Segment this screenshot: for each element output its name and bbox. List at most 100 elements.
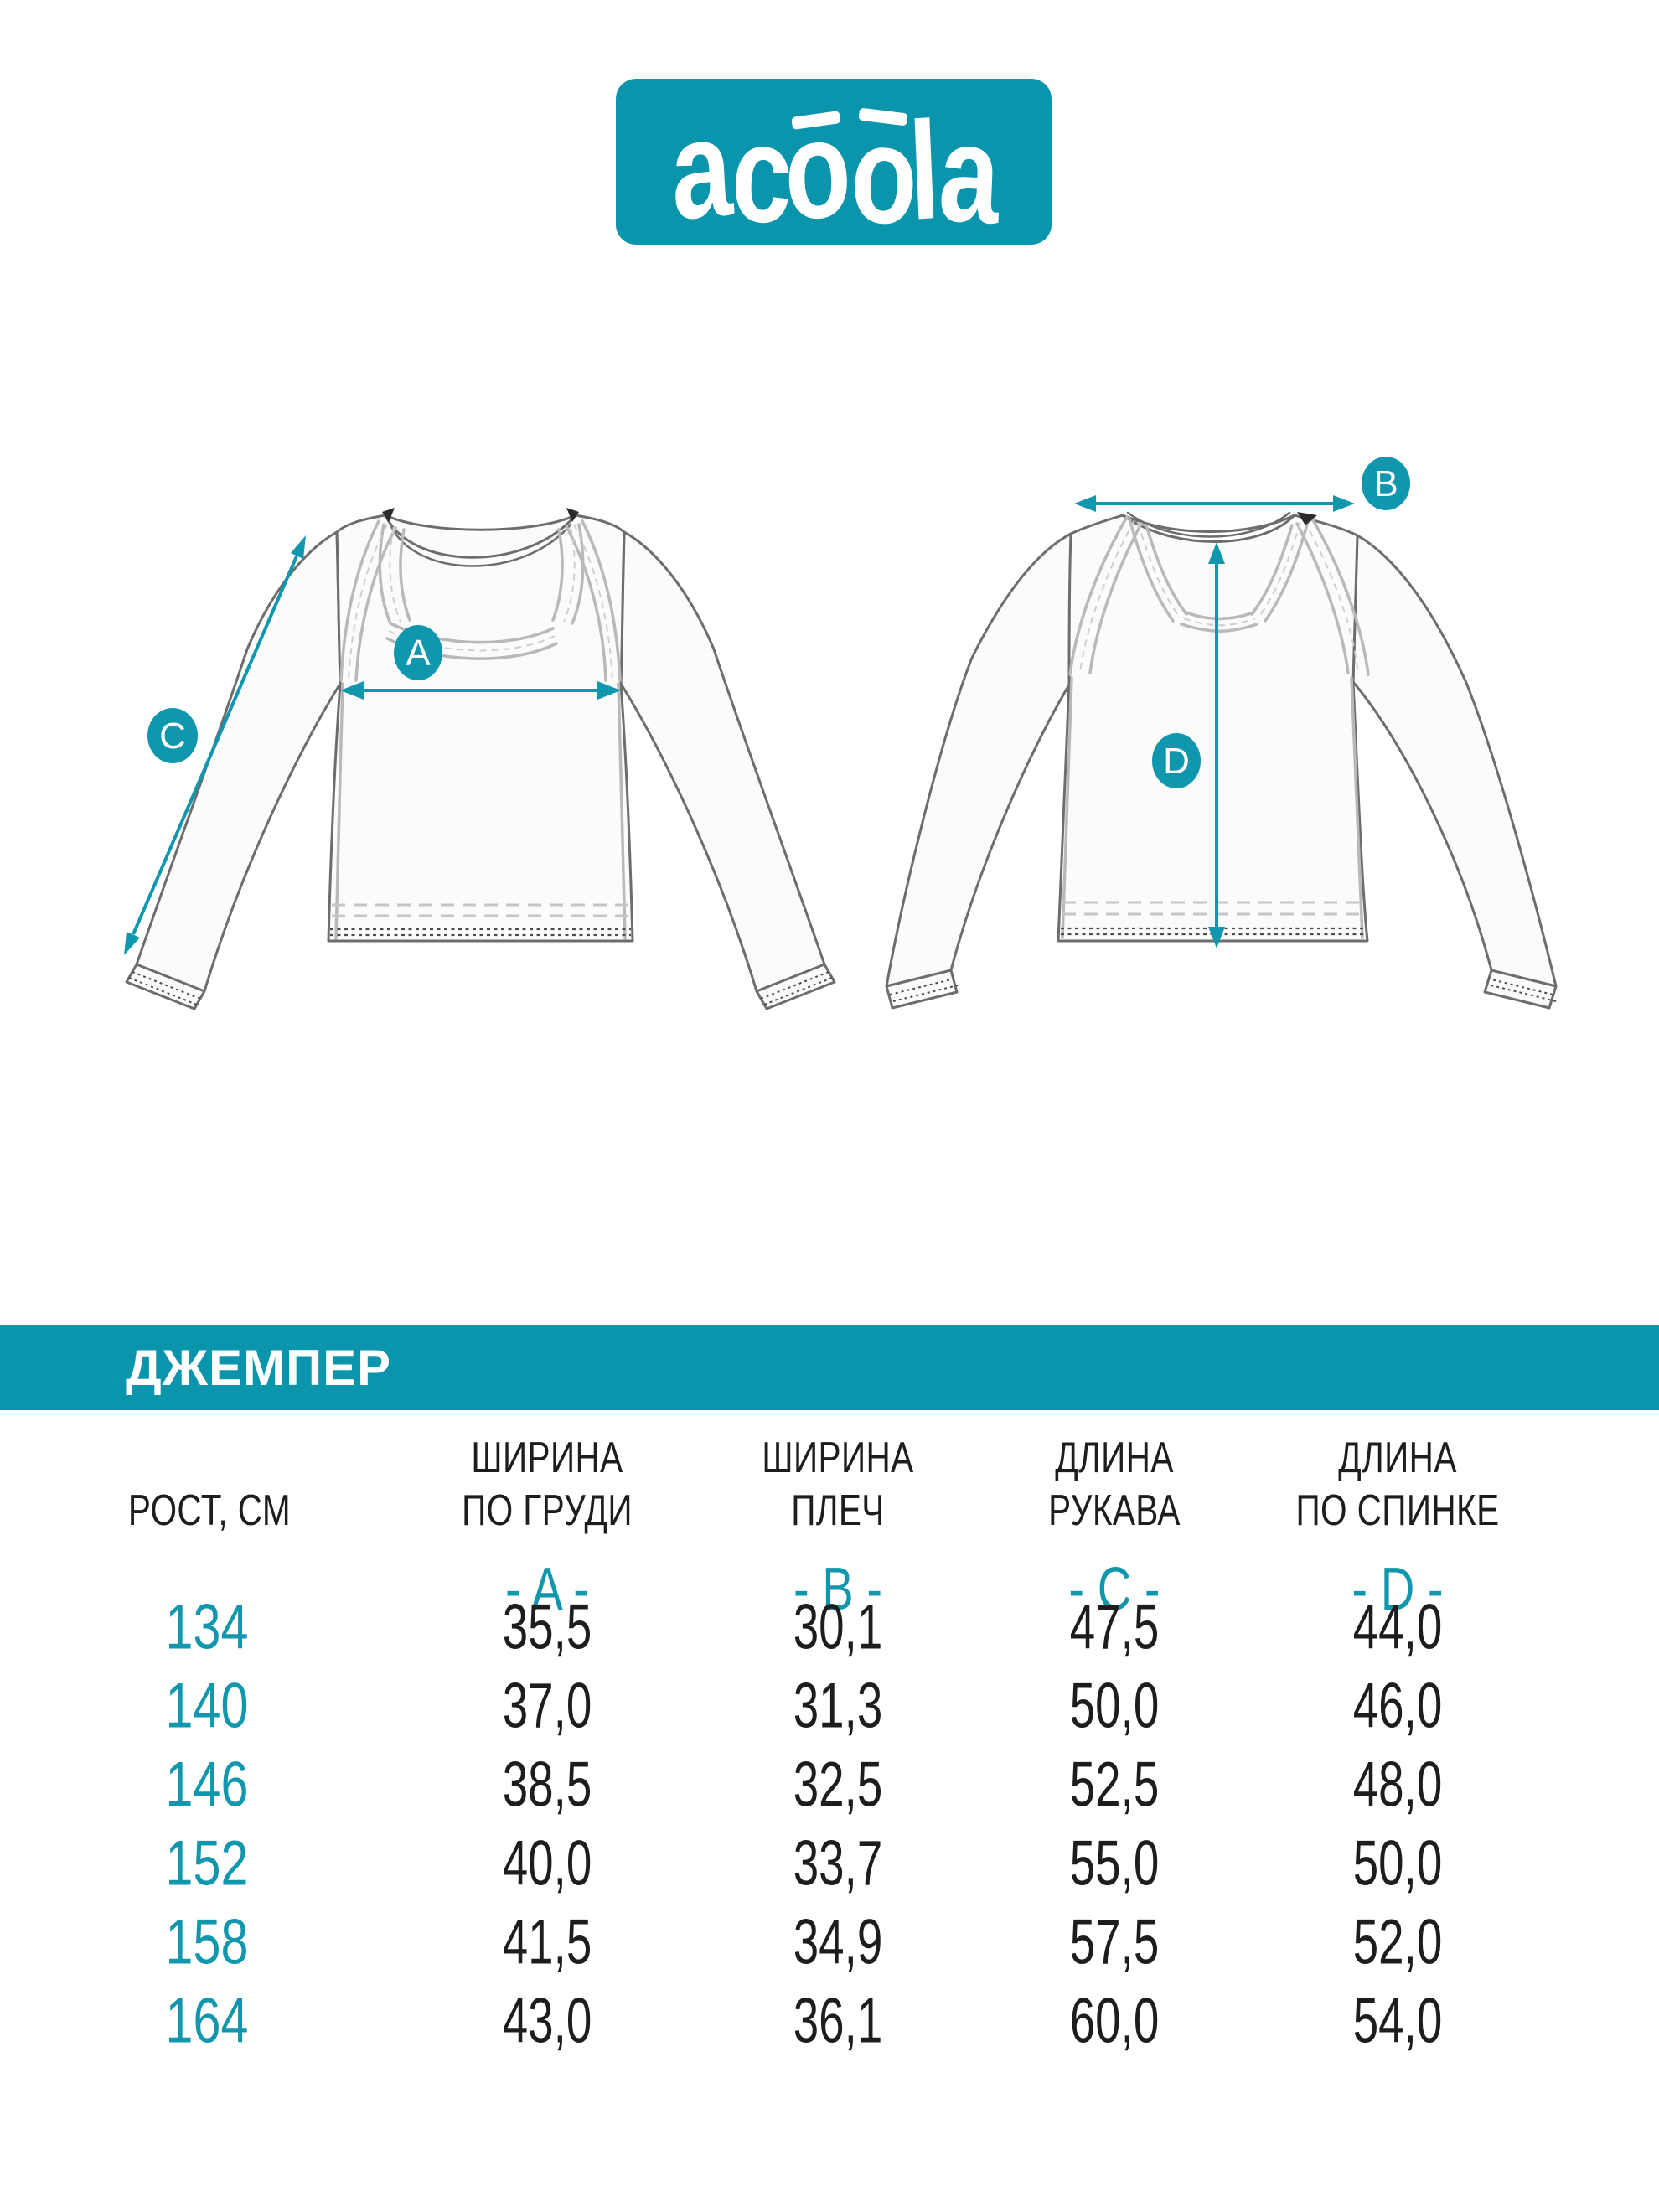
neck-notch-icon bbox=[566, 508, 579, 522]
measurement-value: 60,0 bbox=[1069, 1985, 1160, 2057]
row-header-height: РОСТ, СМ bbox=[127, 1486, 292, 1535]
measure-letter-a: - A - bbox=[505, 1556, 589, 1623]
arrowhead-right-icon bbox=[597, 681, 621, 700]
arrowhead-up-icon bbox=[1208, 542, 1225, 564]
tank-front-strap-right bbox=[571, 523, 585, 625]
tank-front-strap-left-inner bbox=[399, 528, 411, 622]
measurement-value: 43,0 bbox=[502, 1985, 592, 2057]
logo-background bbox=[616, 79, 1052, 245]
arrowhead-down-icon bbox=[1208, 927, 1225, 948]
tank-back-band-lower bbox=[1180, 623, 1258, 633]
tank-back-strap-right bbox=[1264, 517, 1310, 623]
front-neckline-inner bbox=[389, 523, 572, 567]
front-cuff-lines bbox=[135, 963, 826, 993]
measurement-value: 31,3 bbox=[793, 1670, 883, 1742]
size-value: 158 bbox=[165, 1906, 249, 1978]
back-left-sleeve bbox=[885, 532, 1072, 1010]
measure-letter-c: - C - bbox=[1068, 1556, 1160, 1623]
back-right-sleeve bbox=[1351, 534, 1558, 1010]
tank-front-armhole-left bbox=[339, 519, 380, 682]
col-header-sleeve-line1: ДЛИНА bbox=[1055, 1434, 1174, 1482]
measurement-value: 41,5 bbox=[502, 1906, 592, 1978]
measurement-value: 35,5 bbox=[502, 1591, 592, 1663]
size-value: 146 bbox=[165, 1749, 249, 1821]
size-value: 140 bbox=[165, 1670, 249, 1742]
svg-text:B: B bbox=[1373, 463, 1398, 504]
arrowhead-up-icon bbox=[291, 535, 306, 559]
brand-logo: acoola bbox=[616, 79, 1052, 245]
tank-back-armhole-left-inner bbox=[1088, 522, 1143, 674]
measurement-value: 32,5 bbox=[793, 1749, 883, 1821]
measurement-value: 52,0 bbox=[1352, 1906, 1443, 1978]
arrowhead-down-icon bbox=[124, 932, 140, 955]
col-header-sleeve-line2: РУКАВА bbox=[1048, 1486, 1181, 1535]
front-hem-dark-stitch bbox=[330, 928, 631, 937]
measure-letter-b: - B - bbox=[793, 1556, 883, 1623]
measure-badge-a: A bbox=[394, 625, 442, 680]
measurement-value: 47,5 bbox=[1069, 1591, 1160, 1663]
back-body bbox=[1057, 514, 1369, 943]
measure-badge-d: D bbox=[1152, 733, 1201, 788]
col-header-chest-line2: ПО ГРУДИ bbox=[462, 1486, 633, 1535]
measurement-value: 36,1 bbox=[793, 1985, 883, 2057]
size-value: 152 bbox=[165, 1827, 249, 1899]
col-header-shoulder-line2: ПЛЕЧ bbox=[791, 1486, 885, 1535]
arrowhead-left-icon bbox=[1074, 495, 1096, 512]
measurement-value: 37,0 bbox=[502, 1670, 592, 1742]
measurement-value: 54,0 bbox=[1352, 1985, 1443, 2057]
col-header-shoulder-line1: ШИРИНА bbox=[762, 1434, 914, 1482]
tank-back-strap-left-inner bbox=[1145, 524, 1188, 616]
measurement-value: 38,5 bbox=[502, 1749, 592, 1821]
tank-front-strap-right-inner bbox=[551, 528, 564, 622]
measurement-value: 30,1 bbox=[793, 1591, 883, 1663]
garment-back-diagram: B D bbox=[885, 457, 1558, 1010]
measurement-value: 44,0 bbox=[1352, 1591, 1443, 1663]
front-right-sleeve bbox=[619, 530, 836, 1010]
tank-back-stitching bbox=[1079, 519, 1359, 674]
accent-mark-icon bbox=[791, 111, 841, 130]
svg-text:D: D bbox=[1163, 741, 1190, 782]
back-hem-light-stitch bbox=[1062, 901, 1363, 916]
garment-front-diagram: A C bbox=[124, 508, 836, 1010]
back-cuff-stitches bbox=[889, 978, 1557, 1002]
size-value: 164 bbox=[165, 1985, 249, 2057]
tank-back-strap-right-inner bbox=[1250, 524, 1294, 616]
measurement-value: 50,0 bbox=[1069, 1670, 1160, 1742]
measurement-value: 55,0 bbox=[1069, 1827, 1160, 1899]
tank-front-side-seams bbox=[334, 682, 627, 940]
arrowhead-left-icon bbox=[340, 681, 364, 700]
measurement-value: 40,0 bbox=[502, 1827, 592, 1899]
accent-mark-icon bbox=[858, 108, 908, 126]
tank-back-armhole-left bbox=[1068, 515, 1129, 676]
measurement-value: 52,5 bbox=[1069, 1749, 1160, 1821]
measurement-value: 46,0 bbox=[1352, 1670, 1443, 1742]
neck-notch-icon bbox=[382, 508, 395, 522]
svg-text:C: C bbox=[159, 716, 186, 757]
front-neckline-outer bbox=[384, 514, 577, 559]
size-value: 134 bbox=[165, 1591, 249, 1663]
table-title: ДЖЕМПЕР bbox=[126, 1339, 392, 1396]
tank-back-armhole-right-inner bbox=[1295, 522, 1350, 674]
col-header-back-line1: ДЛИНА bbox=[1338, 1434, 1457, 1482]
col-header-back-line2: ПО СПИНКЕ bbox=[1295, 1486, 1500, 1535]
front-hem-light-stitch bbox=[332, 903, 629, 917]
front-cuff-stitches bbox=[128, 971, 833, 1005]
measurement-value: 34,9 bbox=[793, 1906, 883, 1978]
tank-front-armhole-left-inner bbox=[354, 526, 397, 682]
tank-front-armhole-right bbox=[581, 519, 622, 682]
tank-front-stitching bbox=[348, 524, 613, 681]
measurement-value: 50,0 bbox=[1352, 1827, 1443, 1899]
sleeve-length-arrow bbox=[132, 556, 298, 935]
tank-back-band-upper bbox=[1185, 611, 1255, 621]
back-cuff-lines bbox=[885, 969, 1558, 988]
col-header-chest-line1: ШИРИНА bbox=[471, 1434, 623, 1482]
svg-text:A: A bbox=[406, 633, 431, 674]
measurement-value: 48,0 bbox=[1352, 1749, 1443, 1821]
front-left-sleeve bbox=[125, 530, 342, 1010]
section-title-bar: ДЖЕМПЕР bbox=[0, 1325, 1659, 1410]
measurement-value: 33,7 bbox=[793, 1827, 883, 1899]
measure-letter-d: - D - bbox=[1351, 1556, 1444, 1623]
measurement-value: 57,5 bbox=[1069, 1906, 1160, 1978]
tank-back-side-seams bbox=[1061, 676, 1364, 939]
